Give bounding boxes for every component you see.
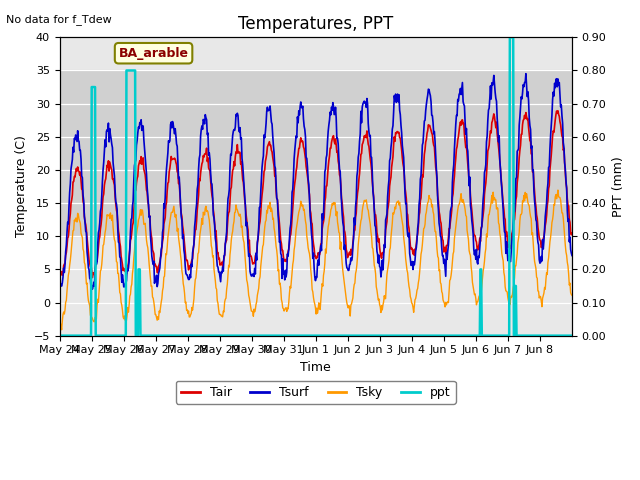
Y-axis label: PPT (mm): PPT (mm) xyxy=(612,156,625,217)
Title: Temperatures, PPT: Temperatures, PPT xyxy=(238,15,394,33)
Text: No data for f_Tdew: No data for f_Tdew xyxy=(6,14,112,25)
Text: BA_arable: BA_arable xyxy=(118,47,189,60)
X-axis label: Time: Time xyxy=(300,361,331,374)
Legend: Tair, Tsurf, Tsky, ppt: Tair, Tsurf, Tsky, ppt xyxy=(176,381,456,404)
Y-axis label: Temperature (C): Temperature (C) xyxy=(15,135,28,238)
Bar xyxy=(60,71,572,236)
